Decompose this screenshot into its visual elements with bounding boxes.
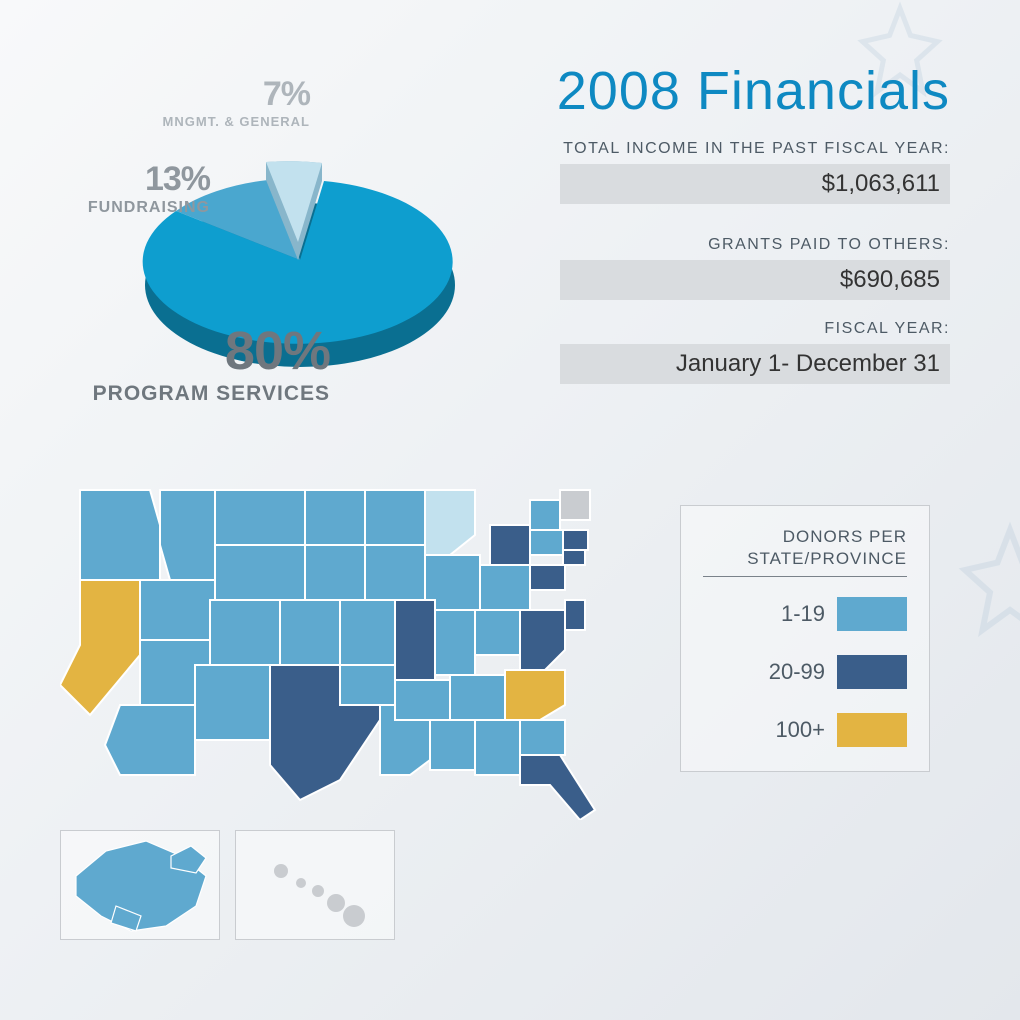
- metric-income-value: $1,063,611: [560, 164, 950, 204]
- pie-label-mngmt: 7% MNGMT. & GENERAL: [140, 75, 310, 129]
- legend-item-high: 100+: [703, 713, 907, 747]
- legend-item-low: 1-19: [703, 597, 907, 631]
- metric-grants: GRANTS PAID TO OTHERS: $690,685: [560, 236, 950, 300]
- map-legend: DONORS PER STATE/PROVINCE 1-19 20-99 100…: [680, 505, 930, 772]
- inset-canada: [60, 830, 220, 940]
- metric-grants-value: $690,685: [560, 260, 950, 300]
- us-map: [60, 470, 640, 825]
- metric-grants-label: GRANTS PAID TO OTHERS:: [560, 236, 950, 254]
- pie-chart: 80% PROGRAM SERVICES 13% FUNDRAISING 7% …: [140, 130, 460, 390]
- legend-swatch-low: [837, 597, 907, 631]
- inset-hawaii: [235, 830, 395, 940]
- legend-title: DONORS PER STATE/PROVINCE: [703, 526, 907, 577]
- legend-swatch-high: [837, 713, 907, 747]
- metric-income-label: TOTAL INCOME IN THE PAST FISCAL YEAR:: [560, 140, 950, 158]
- metric-fiscal-label: FISCAL YEAR:: [560, 320, 950, 338]
- decor-star-2: [950, 520, 1020, 640]
- pie-label-program-services: 80% PROGRAM SERVICES: [70, 320, 330, 406]
- legend-swatch-mid: [837, 655, 907, 689]
- metric-fiscal: FISCAL YEAR: January 1- December 31: [560, 320, 950, 384]
- metric-income: TOTAL INCOME IN THE PAST FISCAL YEAR: $1…: [560, 140, 950, 204]
- metric-fiscal-value: January 1- December 31: [560, 344, 950, 384]
- legend-item-mid: 20-99: [703, 655, 907, 689]
- pie-label-fundraising: 13% FUNDRAISING: [60, 160, 210, 217]
- page-title: 2008 Financials: [557, 60, 950, 122]
